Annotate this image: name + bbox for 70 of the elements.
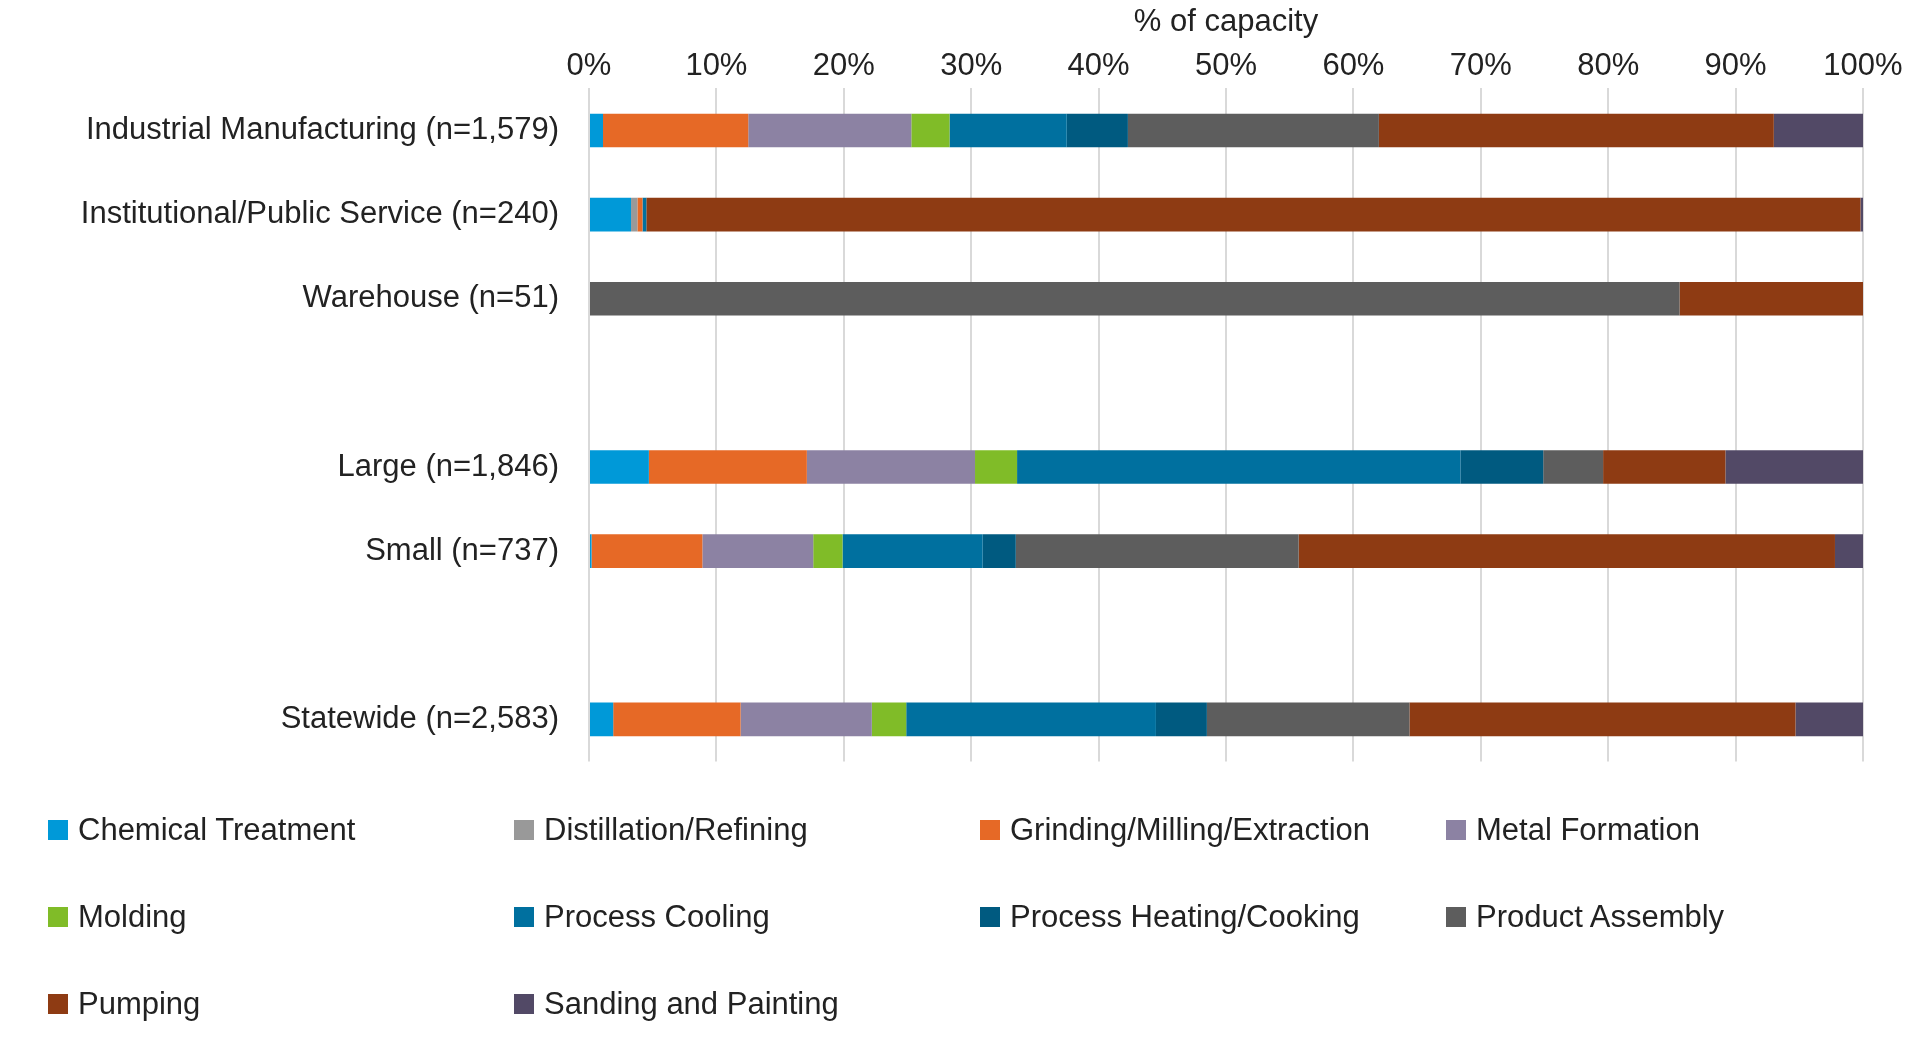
bar bbox=[603, 113, 749, 148]
legend-label: Process Heating/Cooking bbox=[1010, 899, 1360, 935]
x-tick-label: 80% bbox=[1577, 47, 1640, 83]
bar bbox=[590, 281, 1680, 316]
x-tick-label: 20% bbox=[812, 47, 875, 83]
x-tick-label: 90% bbox=[1704, 47, 1767, 83]
x-tick-label: 30% bbox=[940, 47, 1003, 83]
bar bbox=[1378, 113, 1774, 148]
x-tick-label: 60% bbox=[1322, 47, 1385, 83]
legend-label: Metal Formation bbox=[1476, 812, 1700, 848]
bar bbox=[1298, 534, 1835, 568]
bar bbox=[1773, 113, 1863, 148]
bar bbox=[590, 197, 632, 232]
bar bbox=[911, 113, 950, 148]
bar bbox=[590, 702, 614, 737]
legend-label: Molding bbox=[78, 899, 187, 935]
bar bbox=[702, 534, 814, 568]
bar bbox=[1015, 534, 1299, 568]
legend-label: Product Assembly bbox=[1476, 899, 1725, 935]
bar bbox=[1834, 534, 1863, 568]
y-tick-label: Large (n=1,846) bbox=[337, 447, 559, 483]
bar bbox=[906, 702, 1156, 737]
bar bbox=[1155, 702, 1207, 737]
bar bbox=[1725, 450, 1863, 484]
x-tick-label: 40% bbox=[1067, 47, 1130, 83]
legend-label: Grinding/Milling/Extraction bbox=[1010, 812, 1371, 848]
bar bbox=[748, 113, 912, 148]
x-axis-title: % of capacity bbox=[1133, 3, 1319, 39]
bar bbox=[613, 702, 741, 737]
y-tick-label: Warehouse (n=51) bbox=[302, 279, 559, 315]
legend-label: Process Cooling bbox=[544, 899, 770, 935]
bar bbox=[871, 702, 907, 737]
bar bbox=[1017, 450, 1461, 484]
bar bbox=[1206, 702, 1410, 737]
bar bbox=[1679, 281, 1863, 316]
bar bbox=[646, 197, 1861, 232]
y-tick-label: Statewide (n=2,583) bbox=[280, 699, 559, 735]
bar bbox=[740, 702, 872, 737]
x-tick-label: 10% bbox=[685, 47, 748, 83]
bar bbox=[1409, 702, 1796, 737]
legend-label: Sanding and Painting bbox=[544, 986, 839, 1022]
bar bbox=[591, 534, 703, 568]
bar bbox=[975, 450, 1018, 484]
bar bbox=[982, 534, 1016, 568]
bar bbox=[842, 534, 983, 568]
x-tick-label: 0% bbox=[566, 47, 612, 83]
legend-label: Pumping bbox=[78, 986, 201, 1022]
bar bbox=[1127, 113, 1379, 148]
bar bbox=[590, 450, 649, 484]
bar bbox=[1860, 197, 1863, 232]
bar bbox=[1603, 450, 1726, 484]
bar bbox=[590, 113, 604, 148]
bar bbox=[1460, 450, 1544, 484]
bar bbox=[1795, 702, 1863, 737]
y-tick-label: Industrial Manufacturing (n=1,579) bbox=[85, 111, 559, 147]
y-tick-label: Small (n=737) bbox=[365, 531, 559, 567]
y-tick-label: Institutional/Public Service (n=240) bbox=[80, 195, 559, 231]
x-tick-label: 100% bbox=[1823, 47, 1903, 83]
x-tick-label: 50% bbox=[1194, 47, 1258, 83]
x-tick-label: 70% bbox=[1449, 47, 1512, 83]
bar bbox=[631, 197, 638, 232]
bar bbox=[1066, 113, 1128, 148]
bar bbox=[806, 450, 976, 484]
bar bbox=[637, 197, 643, 232]
bar bbox=[813, 534, 843, 568]
bar bbox=[648, 450, 807, 484]
bar bbox=[949, 113, 1067, 148]
legend-label: Chemical Treatment bbox=[78, 812, 356, 848]
legend-label: Distillation/Refining bbox=[544, 812, 808, 848]
bar bbox=[1543, 450, 1604, 484]
